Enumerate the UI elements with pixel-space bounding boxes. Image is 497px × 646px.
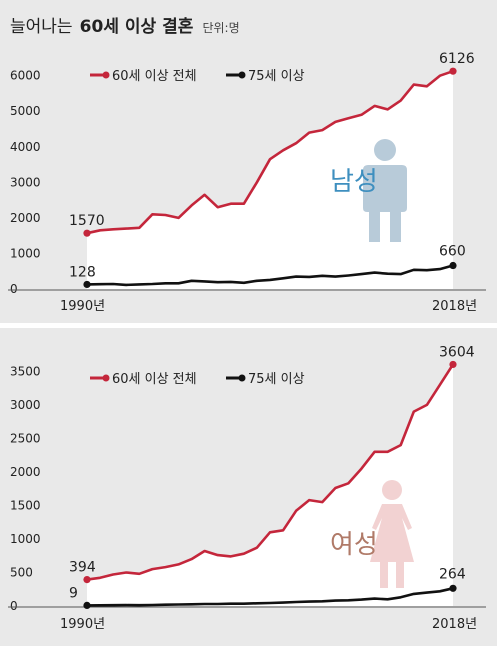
data-point-end [449, 67, 457, 75]
male-icon-body [363, 165, 407, 242]
y-tick-label: 2000 [10, 211, 41, 225]
legend-dot-red [102, 71, 110, 79]
x-start-label: 1990년 [60, 299, 105, 314]
data-point-end [449, 584, 457, 592]
female-chart: 0 500 1000 1500 2000 2500 3000 3500 1990년 2018년 여성… [8, 344, 486, 632]
male-icon [363, 139, 407, 242]
data-point-start [83, 280, 91, 289]
y-tick-label: 1000 [10, 532, 41, 546]
panel-divider [0, 323, 497, 328]
male-icon-head [374, 139, 396, 161]
y-tick-label: 0 [10, 599, 18, 613]
female-icon [370, 480, 414, 588]
y-tick-label: 3500 [10, 364, 41, 378]
data-label-end: 264 [439, 566, 466, 582]
series-line-60plus [86, 363, 455, 581]
data-label-start: 1570 [69, 213, 105, 229]
data-point-end [449, 360, 457, 369]
y-tick-label: 3000 [10, 175, 41, 189]
data-label-start: 9 [69, 585, 78, 601]
y-tick-label: 0 [10, 282, 18, 296]
x-end-label: 2018년 [432, 299, 477, 314]
series-line-75plus [86, 587, 454, 607]
legend-label: 60세 이상 전체 [112, 372, 197, 387]
x-start-label: 1990년 [60, 617, 105, 632]
data-point-start [83, 575, 91, 584]
gender-label: 여성 [330, 530, 378, 560]
y-tick-label: 3000 [10, 398, 41, 412]
x-end-label: 2018년 [432, 617, 477, 632]
data-label-end: 6126 [439, 51, 475, 67]
page-title-bold: 60세 이상 결혼 [79, 17, 194, 37]
legend-dot-black [238, 374, 246, 382]
series-line-75plus [86, 264, 454, 287]
legend-label: 60세 이상 전체 [112, 69, 197, 84]
series-line-60plus [86, 69, 454, 235]
legend-label: 75세 이상 [248, 372, 305, 387]
area-fill [87, 71, 453, 289]
y-tick-label: 4000 [10, 140, 41, 154]
data-label-end: 3604 [439, 344, 475, 360]
y-tick-label: 1000 [10, 246, 41, 260]
data-label-end: 660 [439, 244, 466, 260]
legend-label: 75세 이상 [248, 69, 305, 84]
page-title: 늘어나는 [10, 17, 73, 37]
area-fill [87, 364, 453, 606]
male-chart: 0 1000 2000 3000 4000 5000 6000 1990년 2018년 남성 60세… [8, 51, 486, 314]
y-tick-label: 5000 [10, 104, 41, 118]
unit-label: 단위:명 [202, 21, 240, 35]
gender-label: 남성 [330, 167, 378, 197]
y-tick-label: 2000 [10, 465, 41, 479]
y-tick-label: 1500 [10, 499, 41, 513]
data-point-start [83, 601, 91, 609]
data-point-end [449, 261, 457, 270]
y-tick-label: 6000 [10, 69, 41, 83]
legend-dot-black [238, 71, 246, 79]
legend-dot-red [102, 374, 110, 382]
female-icon-head [382, 480, 402, 500]
data-label-start: 394 [69, 560, 96, 576]
data-label-start: 128 [69, 264, 96, 280]
header: 늘어나는 60세 이상 결혼 단위:명 [10, 12, 240, 37]
female-icon-body [370, 504, 414, 588]
data-point-start [83, 229, 91, 237]
y-tick-label: 500 [10, 566, 33, 580]
y-tick-label: 2500 [10, 431, 41, 445]
